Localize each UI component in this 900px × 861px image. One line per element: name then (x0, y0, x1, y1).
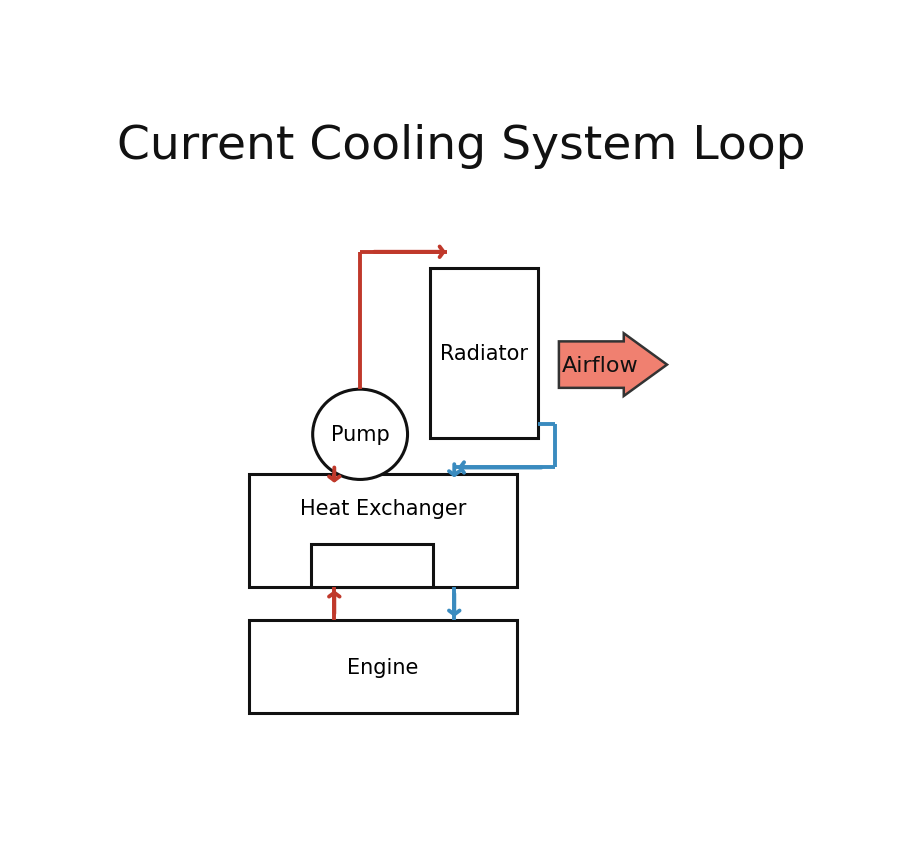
Bar (248, 474, 518, 587)
Text: Heat Exchanger: Heat Exchanger (300, 499, 466, 518)
Text: Radiator: Radiator (440, 344, 528, 363)
Circle shape (312, 390, 408, 480)
Text: Pump: Pump (330, 424, 390, 445)
FancyArrow shape (559, 334, 667, 397)
Text: Engine: Engine (347, 657, 419, 677)
Text: Current Cooling System Loop: Current Cooling System Loop (117, 124, 806, 169)
Bar (248, 621, 518, 713)
Text: Airflow: Airflow (562, 356, 638, 375)
Bar (430, 269, 538, 438)
Bar (311, 544, 434, 587)
